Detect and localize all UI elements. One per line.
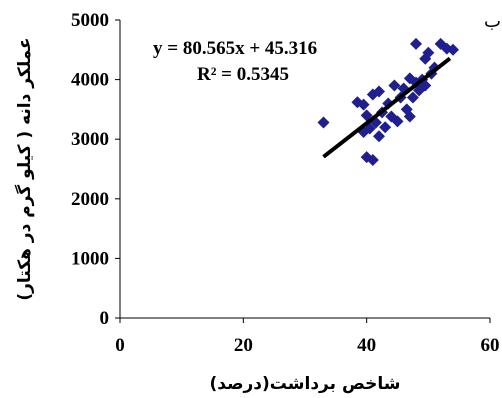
data-point: [419, 79, 432, 92]
x-tick-label: 0: [115, 335, 125, 356]
trendline: [322, 56, 452, 159]
x-tick-label: 60: [481, 335, 500, 356]
data-point: [406, 91, 419, 104]
r-squared-label: R² = 0.5345: [197, 64, 289, 85]
x-tick-label: 20: [234, 335, 253, 356]
data-point: [379, 121, 392, 134]
data-point: [373, 130, 385, 143]
y-tick-label: 2000: [71, 189, 109, 210]
y-tick-label: 5000: [71, 10, 109, 31]
data-point: [357, 98, 370, 111]
y-tick-label: 4000: [71, 70, 109, 91]
y-tick-label: 3000: [71, 129, 109, 150]
y-axis-ticks: 0 1000 2000 3000 4000 5000: [71, 10, 120, 329]
x-axis-title: شاخص برداشت(درصد): [210, 374, 401, 394]
data-point: [360, 109, 373, 122]
x-axis-ticks: 0 20 40 60: [115, 318, 500, 356]
trendline-equation: y = 80.565x + 45.316: [153, 38, 317, 59]
data-point: [403, 110, 416, 123]
data-point: [422, 46, 435, 59]
data-point: [447, 43, 459, 56]
data-point: [391, 115, 404, 128]
data-point: [410, 37, 422, 50]
data-point: [317, 116, 330, 129]
data-point: [373, 85, 385, 98]
y-tick-label: 1000: [71, 248, 109, 269]
data-points: [317, 37, 459, 167]
panel-label: ب: [484, 11, 501, 32]
y-axis-title: عملکر دانه ( کیلو گرم در هکتار): [14, 37, 35, 300]
data-point: [388, 79, 401, 92]
y-tick-label: 0: [100, 308, 110, 329]
data-point: [366, 154, 379, 167]
x-tick-label: 40: [357, 335, 376, 356]
